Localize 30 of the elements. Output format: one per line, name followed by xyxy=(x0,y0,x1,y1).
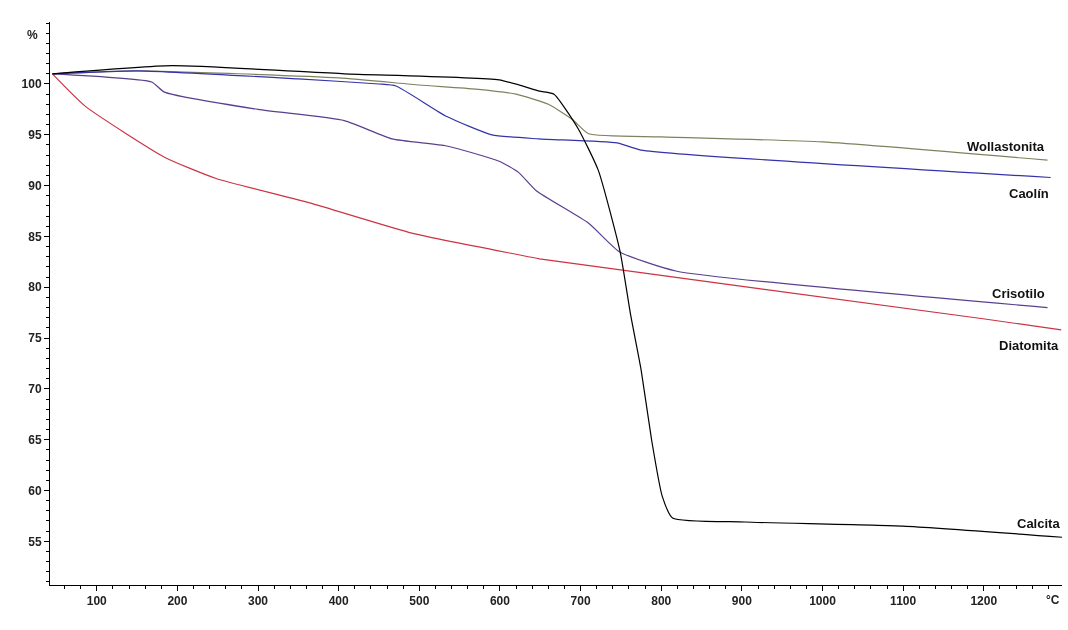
x-tick-label: 100 xyxy=(86,594,108,609)
y-tick-label: 95 xyxy=(28,128,42,142)
y-tick-label: 80 xyxy=(28,280,42,295)
y-tick-label: 55 xyxy=(28,534,42,549)
series-label: Crisotilo xyxy=(992,286,1045,301)
x-tick-label: 400 xyxy=(328,594,350,609)
y-tick-label: 60 xyxy=(28,483,42,498)
y-tick-label: 90 xyxy=(28,178,42,193)
x-tick-label: 500 xyxy=(409,594,430,609)
y-tick-label: 85 xyxy=(28,229,42,244)
x-tick-label: 300 xyxy=(248,594,269,609)
y-tick-label: 75 xyxy=(28,331,42,346)
series-label: Caolín xyxy=(1009,186,1049,201)
line-series xyxy=(51,65,1062,538)
series-label: Wollastonita xyxy=(967,139,1045,154)
x-tick-label: 1000 xyxy=(809,594,837,609)
x-tick-label: 700 xyxy=(570,594,591,609)
x-tick-label: 600 xyxy=(489,594,511,609)
y-tick-label: 100 xyxy=(21,77,42,92)
y-tick-label: 70 xyxy=(28,382,42,397)
x-tick-label: 1200 xyxy=(970,594,998,609)
y-tick-label: 65 xyxy=(28,432,42,447)
x-tick-label: 900 xyxy=(731,594,753,609)
x-tick-label: 800 xyxy=(651,594,672,609)
x-tick-label: 1100 xyxy=(890,594,917,609)
y-axis-title: % xyxy=(27,28,38,42)
series-label: Diatomita xyxy=(999,338,1059,353)
x-axis-title: °C xyxy=(1046,593,1060,607)
x-tick-label: 200 xyxy=(167,594,188,609)
series-label: Calcita xyxy=(1017,516,1061,531)
